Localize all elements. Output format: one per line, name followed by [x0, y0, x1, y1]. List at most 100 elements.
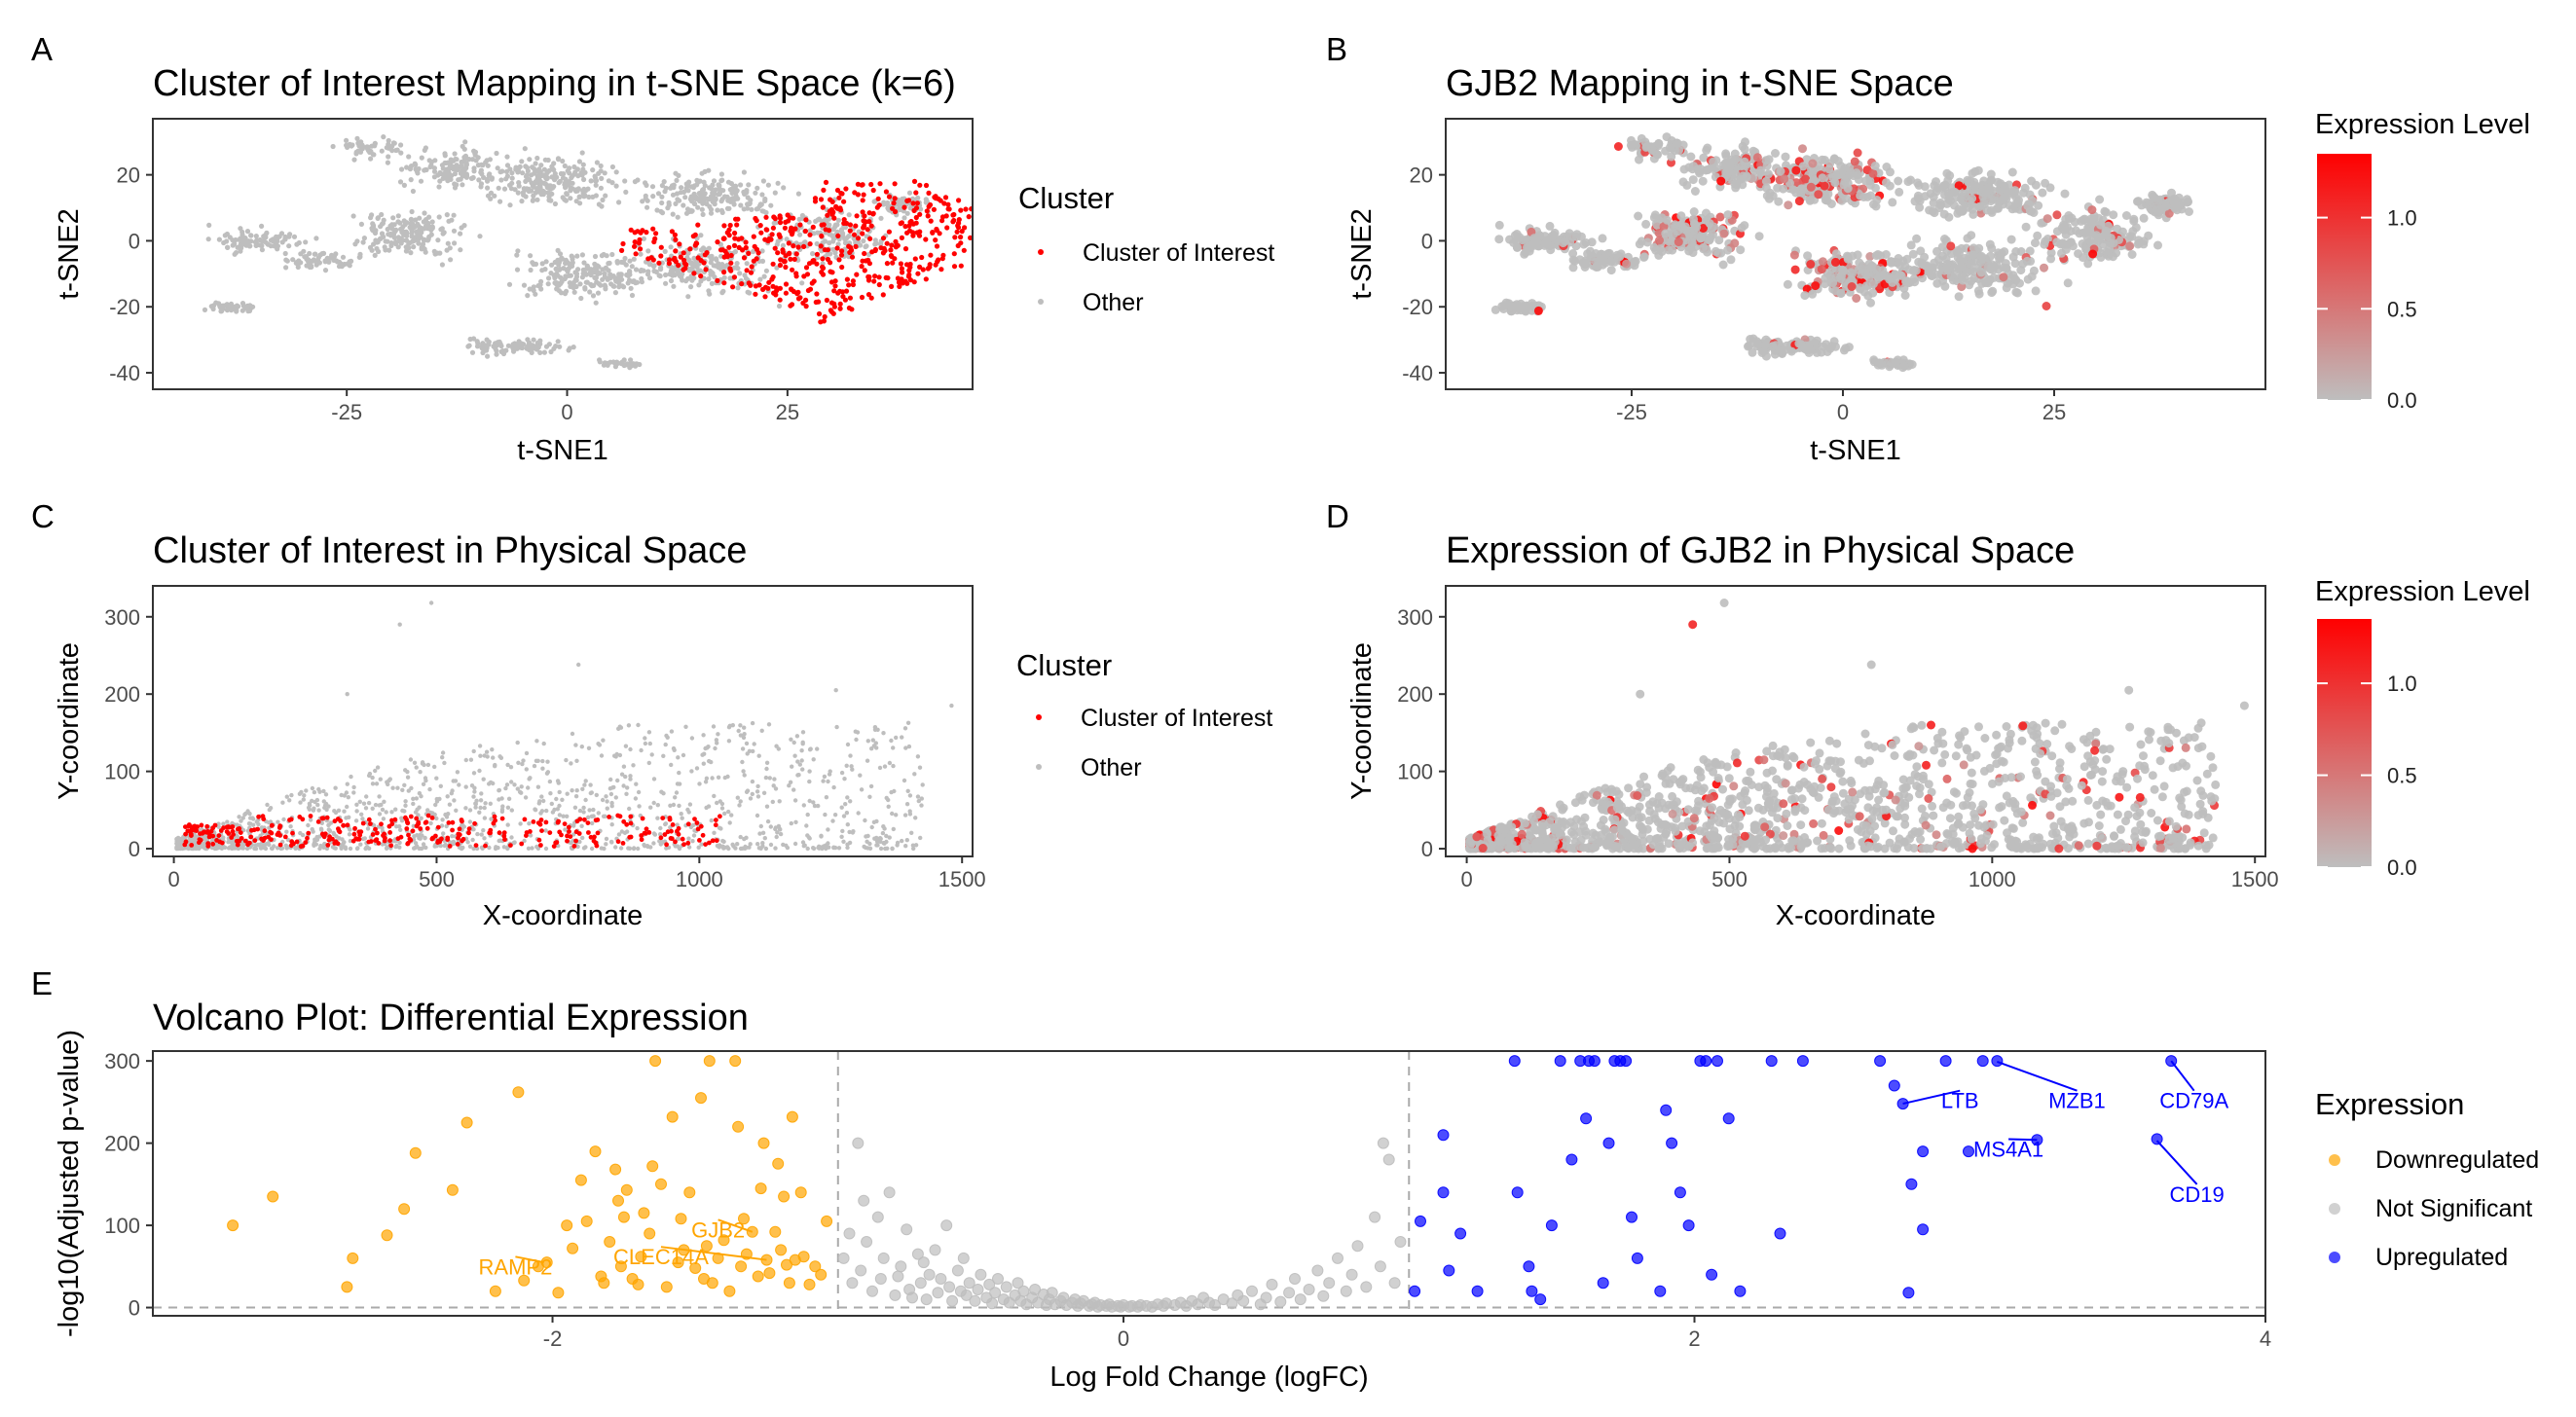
- point-other: [797, 232, 803, 237]
- point-other: [556, 288, 563, 294]
- point-cluster: [620, 240, 626, 247]
- point-other: [247, 303, 253, 309]
- point-cluster: [855, 236, 862, 241]
- point-other: [685, 188, 691, 194]
- point-cluster: [797, 222, 803, 228]
- point-other: [514, 342, 520, 348]
- point-cluster: [681, 250, 686, 256]
- point-other: [531, 261, 536, 268]
- point-other: [408, 250, 414, 256]
- point-expression: [1943, 265, 1953, 274]
- point-other: [413, 217, 419, 223]
- point-other: [556, 843, 561, 849]
- point-other: [279, 239, 285, 245]
- point-other: [808, 746, 813, 751]
- point-other: [344, 137, 350, 143]
- point-cluster: [877, 181, 883, 187]
- point-other: [608, 281, 614, 287]
- point-other: [514, 252, 520, 258]
- point-other: [479, 791, 484, 796]
- point-other: [694, 766, 700, 771]
- point-expression: [1702, 145, 1711, 155]
- point-expression: [1634, 211, 1643, 221]
- point-other: [609, 180, 615, 186]
- point-other: [361, 236, 367, 241]
- point-cluster: [849, 307, 855, 312]
- point-cluster: [823, 227, 828, 233]
- point-other: [362, 836, 367, 841]
- point-other: [733, 183, 739, 189]
- point-other: [822, 774, 828, 780]
- point-other: [718, 207, 725, 213]
- point-other: [351, 784, 356, 790]
- point-expression: [1682, 180, 1692, 190]
- point-other: [498, 177, 504, 183]
- point-other: [568, 272, 574, 278]
- point-other: [280, 800, 285, 805]
- point-other: [259, 223, 265, 229]
- x-tick-label: 0: [561, 400, 572, 424]
- point-expression: [1833, 157, 1843, 165]
- point-other: [345, 804, 350, 810]
- point-cluster: [938, 198, 943, 203]
- point-other: [689, 769, 694, 774]
- scatter-points-b: [1490, 132, 2193, 373]
- point-cluster: [791, 288, 797, 295]
- point-cluster: [955, 223, 961, 229]
- point-other: [616, 200, 622, 205]
- point-cluster: [892, 196, 898, 201]
- point-cluster: [782, 225, 789, 231]
- point-other: [497, 199, 503, 204]
- point-cluster: [787, 251, 792, 257]
- point-cluster: [731, 242, 738, 248]
- point-expression: [1853, 148, 1862, 158]
- point-other: [460, 822, 465, 827]
- point-expression: [1615, 252, 1625, 262]
- point-cluster: [862, 213, 867, 219]
- point-other: [555, 157, 562, 163]
- point-cluster: [754, 246, 760, 252]
- point-other: [509, 180, 515, 186]
- point-other: [414, 229, 420, 235]
- point-other: [534, 197, 540, 202]
- point-other: [663, 185, 669, 191]
- point-other: [541, 798, 546, 804]
- point-expression: [1940, 235, 1949, 243]
- point-cluster: [933, 237, 938, 243]
- point-cluster: [744, 268, 750, 273]
- point-expression: [1911, 266, 1921, 275]
- point-other: [505, 762, 510, 768]
- colorbar-label: 0.5: [2387, 297, 2417, 321]
- point-other: [878, 215, 884, 221]
- point-expression: [1954, 292, 1964, 302]
- point-cluster: [865, 292, 872, 298]
- point-cluster: [762, 294, 768, 300]
- point-other: [477, 768, 482, 774]
- point-other: [613, 183, 619, 189]
- point-other: [658, 825, 663, 831]
- point-other: [717, 182, 722, 189]
- point-cluster: [914, 200, 921, 206]
- point-other: [521, 282, 528, 288]
- point-other: [836, 846, 842, 851]
- point-other: [760, 178, 767, 184]
- point-expression: [1746, 335, 1755, 344]
- point-other: [551, 161, 557, 166]
- point-cluster: [880, 236, 887, 241]
- y-axis-label-b: t-SNE2: [1346, 208, 1378, 299]
- point-cluster: [666, 257, 673, 263]
- point-cluster: [933, 262, 938, 268]
- point-other: [843, 802, 848, 807]
- point-other: [548, 348, 554, 355]
- point-other: [534, 346, 540, 352]
- point-other: [915, 754, 921, 759]
- point-other: [791, 740, 796, 745]
- point-other: [715, 741, 719, 745]
- point-other: [340, 254, 347, 260]
- point-cluster: [913, 214, 919, 221]
- point-other: [515, 740, 520, 745]
- point-other: [791, 787, 796, 792]
- point-cluster: [869, 249, 875, 255]
- point-expression: [2031, 180, 2041, 190]
